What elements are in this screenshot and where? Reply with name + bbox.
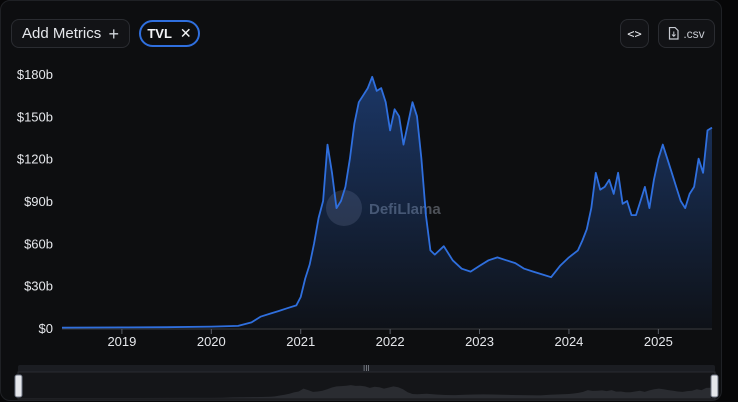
x-tick-label: 2024: [554, 334, 583, 349]
x-tick-label: 2021: [286, 334, 315, 349]
brush-handle-right[interactable]: [710, 374, 719, 398]
x-tick-label: 2023: [465, 334, 494, 349]
y-tick-label: $150b: [17, 109, 53, 124]
y-tick-label: $90b: [24, 194, 53, 209]
y-tick-label: $60b: [24, 236, 53, 251]
y-tick-label: $120b: [17, 152, 53, 167]
toolbar: Add Metrics + TVL ✕ <> .csv: [11, 19, 715, 49]
embed-button[interactable]: <>: [620, 19, 649, 48]
x-tick-label: 2019: [107, 334, 136, 349]
y-tick-label: $30b: [24, 279, 53, 294]
tvl-chart[interactable]: $0$30b$60b$90b$120b$150b$180b 2019 2020 20…: [1, 1, 723, 402]
plus-icon: +: [108, 23, 119, 44]
x-tick-label: 2025: [644, 334, 673, 349]
tvl-area: [62, 76, 712, 328]
metric-chip-tvl[interactable]: TVL ✕: [139, 20, 200, 47]
add-metrics-button[interactable]: Add Metrics +: [11, 19, 130, 48]
metric-chip-label: TVL: [147, 26, 172, 41]
y-tick-label: $0: [39, 321, 53, 336]
brush-grip-icon[interactable]: III: [363, 364, 370, 373]
download-csv-button[interactable]: .csv: [658, 19, 715, 48]
x-tick-label: 2020: [197, 334, 226, 349]
file-icon: [669, 27, 679, 40]
brush-handle-left[interactable]: [14, 374, 23, 398]
csv-label: .csv: [683, 26, 705, 41]
brush-track: [18, 365, 715, 372]
close-icon[interactable]: ✕: [179, 25, 192, 41]
brush-preview-area: [22, 385, 711, 398]
x-axis: 2019 2020 2021 2022 2023 2024 2025: [62, 328, 712, 349]
y-tick-label: $180b: [17, 67, 53, 82]
y-axis: $0 $30b $60b $90b $120b $150b $180b: [17, 67, 53, 336]
x-tick-label: 2022: [376, 334, 405, 349]
code-icon: <>: [627, 26, 642, 41]
add-metrics-label: Add Metrics: [22, 25, 102, 42]
chart-panel: Add Metrics + TVL ✕ <> .csv $0 $30b $60b $9…: [0, 0, 722, 401]
range-brush[interactable]: III: [14, 364, 719, 400]
tvl-line: [61, 75, 713, 329]
